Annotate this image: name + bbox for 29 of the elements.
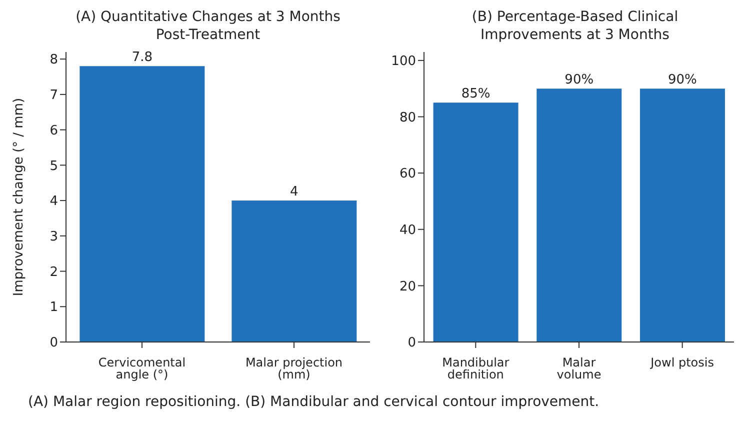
x-tick-label: Mandibular definition xyxy=(442,356,510,382)
y-tick-label: 80 xyxy=(399,110,416,126)
y-tick-label: 40 xyxy=(399,222,416,238)
data-label: 4 xyxy=(290,184,298,200)
y-tick-label: 6 xyxy=(50,123,58,138)
x-tick-label: Malar projection (mm) xyxy=(245,356,343,382)
y-tick-label: 20 xyxy=(399,279,416,294)
y-axis-title: Improvement change (° / mm) xyxy=(12,98,27,296)
data-label: 7.8 xyxy=(132,50,153,66)
y-tick-label: 2 xyxy=(50,264,58,280)
x-tick-label: Jowl ptosis xyxy=(650,356,714,370)
y-tick-label: 7 xyxy=(50,88,58,104)
text: (A) Malar region repositioning. (B) Mandibular and cervical contour improvement. xyxy=(27,394,600,410)
chart-title: (A) Quantitative Changes at 3 Months Post-Treatment xyxy=(74,8,342,45)
data-label: 85% xyxy=(461,86,490,102)
y-tick-label: 0 xyxy=(408,336,416,351)
chart-title: (B) Percentage-Based Clinical Improvements at 3 Months xyxy=(470,8,680,45)
y-tick-label: 8 xyxy=(50,52,58,68)
data-label: 90% xyxy=(564,72,594,88)
x-tick-label: Malar volume xyxy=(556,356,602,382)
y-tick-label: 60 xyxy=(399,166,416,182)
y-tick-label: 100 xyxy=(391,54,416,70)
y-tick-label: 0 xyxy=(50,336,58,351)
y-tick-label: 1 xyxy=(50,300,58,316)
data-label: 90% xyxy=(668,72,697,88)
y-tick-label: 4 xyxy=(50,194,58,210)
y-tick-label: 3 xyxy=(50,230,58,245)
x-tick-label: Cervicomental angle (°) xyxy=(98,356,186,382)
y-tick-label: 5 xyxy=(50,158,58,174)
